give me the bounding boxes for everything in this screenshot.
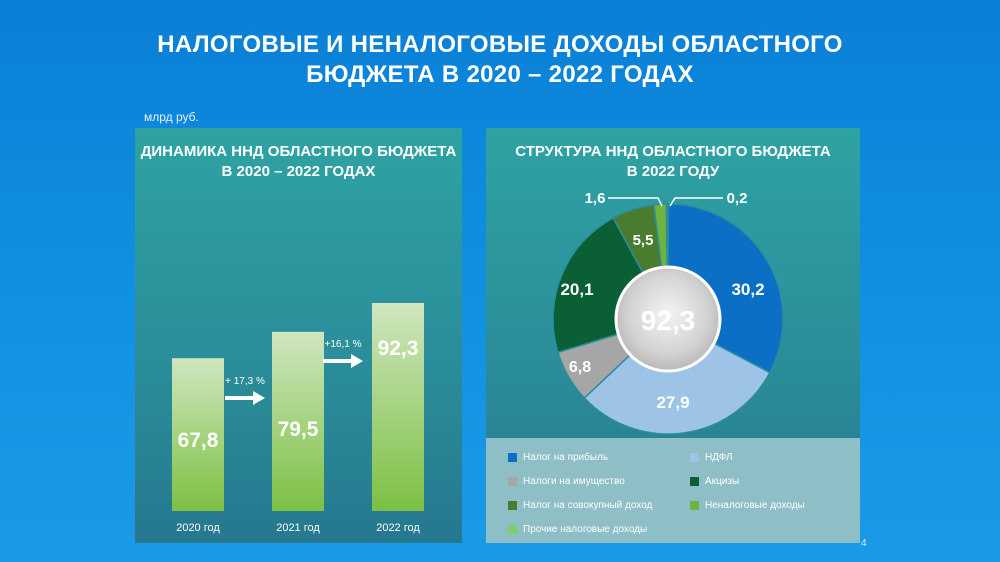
pie-slice bbox=[665, 203, 669, 320]
pie-chart-title: СТРУКТУРА ННД ОБЛАСТНОГО БЮДЖЕТА В 2022 … bbox=[486, 142, 860, 182]
pie-slice-label: 5,5 bbox=[633, 232, 654, 249]
legend-label: Акцизы bbox=[705, 476, 740, 487]
pie-chart-title-line1: СТРУКТУРА ННД ОБЛАСТНОГО БЮДЖЕТА bbox=[515, 143, 831, 160]
growth-arrow-icon bbox=[323, 354, 363, 368]
pie-slice-label: 1,6 bbox=[585, 190, 606, 207]
bar-2 bbox=[272, 331, 324, 511]
bar-category-label: 2020 год bbox=[176, 522, 220, 534]
legend-label: НДФЛ bbox=[705, 452, 733, 463]
legend-swatch bbox=[508, 501, 517, 510]
legend-item: Прочие налоговые доходы bbox=[508, 524, 647, 535]
bar-category-label: 2021 год bbox=[276, 522, 320, 534]
legend-label: Неналоговые доходы bbox=[705, 500, 805, 511]
bar-value-label: 92,3 bbox=[378, 337, 419, 360]
bar-value-label: 67,8 bbox=[178, 429, 219, 452]
pie-slice bbox=[583, 318, 771, 435]
legend-item: Налог на совокупный доход bbox=[508, 500, 652, 511]
bar-1 bbox=[172, 358, 224, 511]
legend-swatch bbox=[690, 477, 699, 486]
leader-line bbox=[669, 197, 723, 207]
legend-label: Налог на прибыль bbox=[523, 452, 609, 463]
pie-chart-title-line2: В 2022 ГОДУ bbox=[626, 163, 720, 180]
legend-swatch bbox=[690, 501, 699, 510]
bar-3 bbox=[372, 303, 424, 511]
page-title: НАЛОГОВЫЕ И НЕНАЛОГОВЫЕ ДОХОДЫ ОБЛАСТНОГ… bbox=[0, 30, 1000, 90]
bar-chart-title-line2: В 2020 – 2022 ГОДАХ bbox=[221, 163, 376, 180]
bar-chart-panel: ДИНАМИКА ННД ОБЛАСТНОГО БЮДЖЕТА В 2020 –… bbox=[135, 128, 462, 543]
growth-arrow-icon bbox=[225, 391, 265, 405]
growth-annotation: + 17,3 % bbox=[225, 376, 265, 387]
legend-label: Прочие налоговые доходы bbox=[523, 524, 648, 535]
pie-chart-panel: СТРУКТУРА ННД ОБЛАСТНОГО БЮДЖЕТА В 2022 … bbox=[486, 128, 860, 543]
pie-chart: 92,3 30,2 27,9 6,8 20,1 5,5 1,6 0,2 bbox=[552, 190, 784, 435]
bar-chart-title: ДИНАМИКА ННД ОБЛАСТНОГО БЮДЖЕТА В 2020 –… bbox=[135, 142, 462, 182]
legend-label: Налоги на имущество bbox=[523, 476, 625, 487]
legend-item: НДФЛ bbox=[690, 452, 733, 463]
legend-label: Налог на совокупный доход bbox=[523, 500, 653, 511]
pie-slice-label: 30,2 bbox=[731, 280, 764, 299]
page-number: 4 bbox=[861, 538, 867, 549]
pie-slice-label: 0,2 bbox=[727, 190, 748, 207]
legend-item: Налоги на имущество bbox=[508, 476, 625, 487]
page-title-line1: НАЛОГОВЫЕ И НЕНАЛОГОВЫЕ ДОХОДЫ ОБЛАСТНОГ… bbox=[157, 31, 843, 58]
growth-annotation: +16,1 % bbox=[325, 339, 362, 350]
bar-category-label: 2022 год bbox=[376, 522, 420, 534]
unit-label: млрд руб. bbox=[144, 110, 199, 124]
pie-slice-label: 6,8 bbox=[569, 359, 591, 376]
legend-swatch bbox=[508, 477, 517, 486]
pie-slice-label: 27,9 bbox=[656, 393, 689, 412]
leader-line bbox=[608, 197, 663, 207]
legend-swatch bbox=[508, 525, 517, 534]
bar-chart-title-line1: ДИНАМИКА ННД ОБЛАСТНОГО БЮДЖЕТА bbox=[140, 143, 457, 160]
legend-swatch bbox=[508, 453, 517, 462]
bar-value-label: 79,5 bbox=[278, 418, 319, 441]
pie-total-label: 92,3 bbox=[641, 305, 696, 336]
pie-slice-label: 20,1 bbox=[560, 280, 593, 299]
bar-chart: 67,8 2020 год 79,5 2021 год 92,3 2022 год + 17… bbox=[172, 303, 424, 534]
legend-item: Неналоговые доходы bbox=[690, 500, 805, 511]
legend-swatch bbox=[690, 453, 699, 462]
pie-legend: Налог на прибыль НДФЛ Налоги на имущество А… bbox=[486, 438, 860, 543]
legend-item: Налог на прибыль bbox=[508, 452, 608, 463]
pie-center-disk bbox=[614, 265, 722, 373]
legend-item: Акцизы bbox=[690, 476, 739, 487]
page-title-line2: БЮДЖЕТА В 2020 – 2022 ГОДАХ bbox=[306, 61, 694, 88]
